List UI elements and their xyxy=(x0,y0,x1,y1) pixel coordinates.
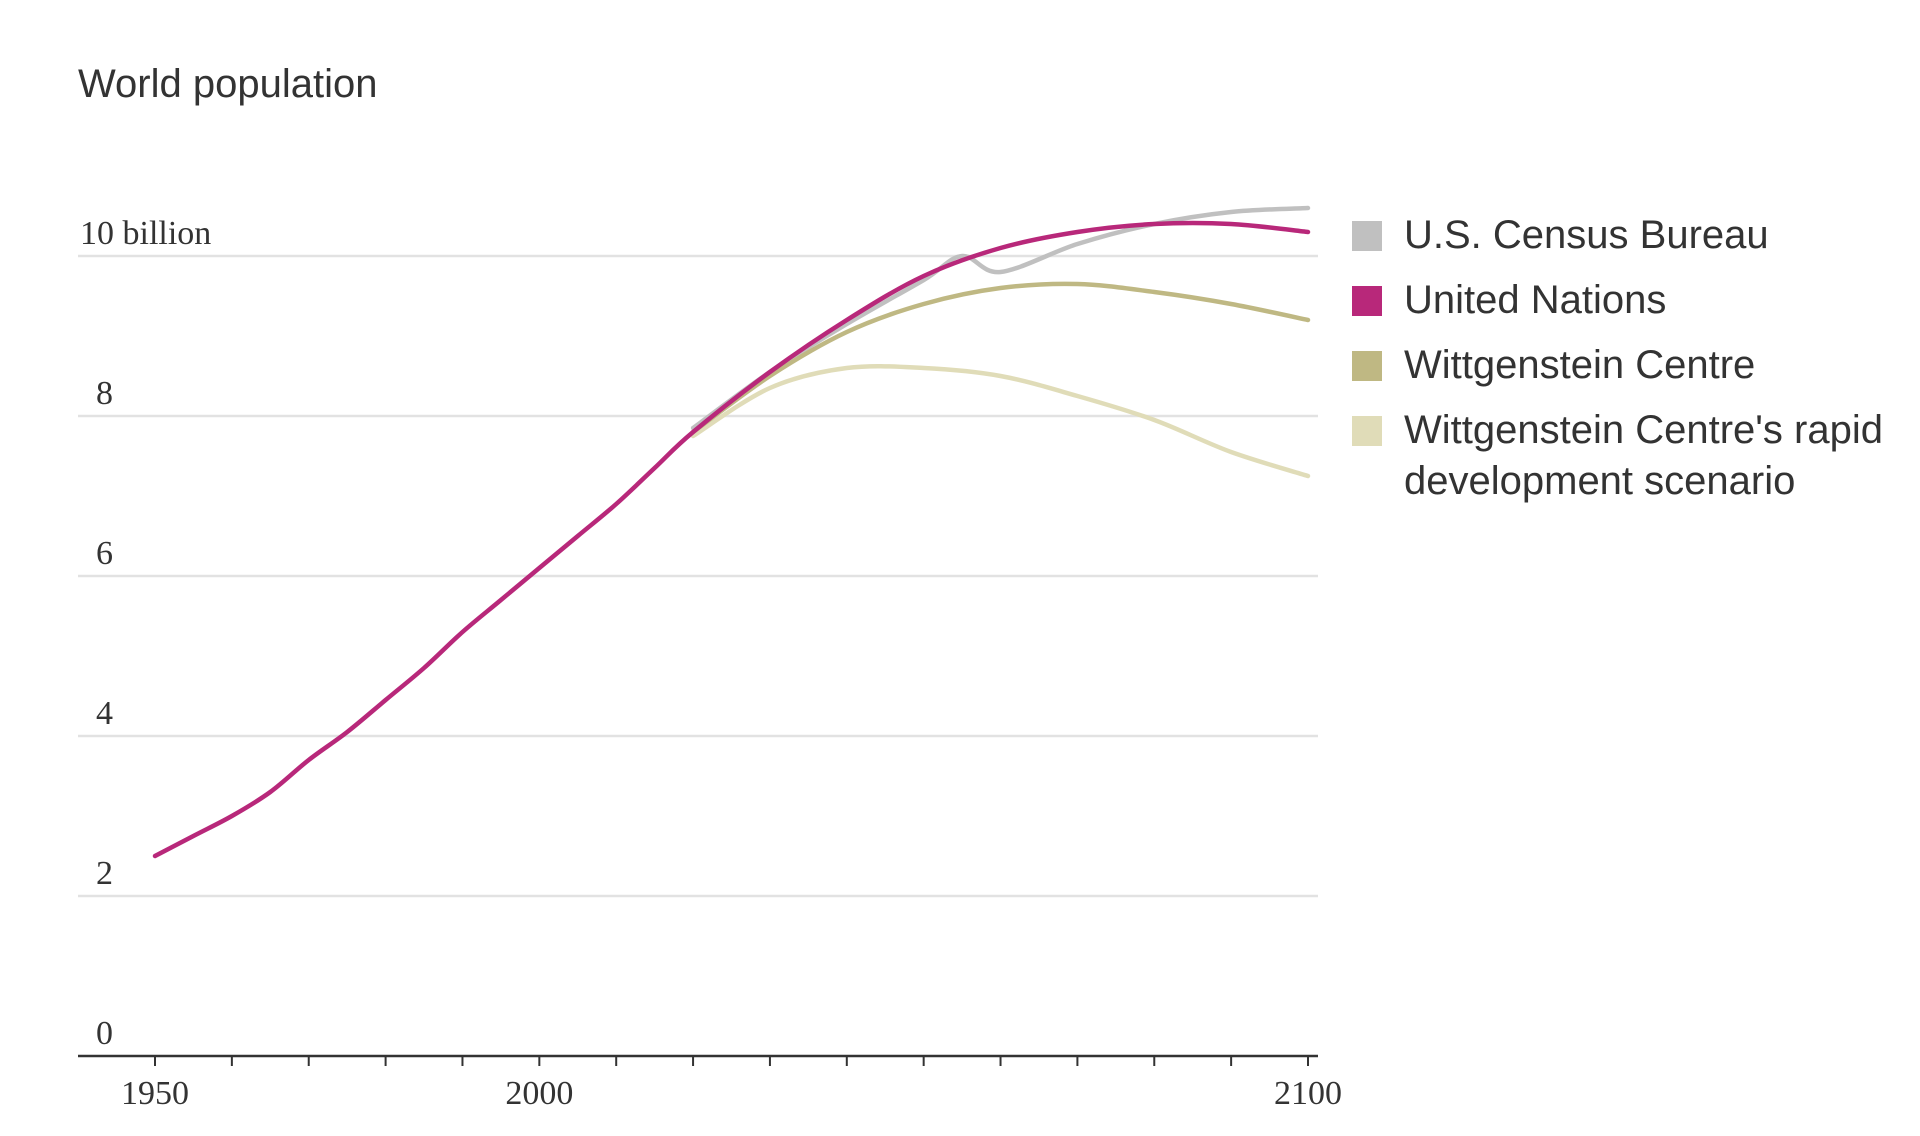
series-line-wittgenstein-centre-s-rapid-development-scenario xyxy=(690,363,1311,479)
legend-label: Wittgenstein Centre's rapid development … xyxy=(1404,408,1883,503)
legend-swatch xyxy=(1352,416,1382,446)
series-line-wittgenstein-centre xyxy=(690,281,1311,435)
series-line-u-s-census-bureau xyxy=(690,205,1311,431)
y-tick-label: 10 billion xyxy=(80,215,211,252)
legend-swatch xyxy=(1352,351,1382,381)
y-tick-label: 0 xyxy=(96,1015,113,1052)
y-tick-label: 4 xyxy=(96,695,113,732)
y-tick-label: 8 xyxy=(96,375,113,412)
legend-swatch xyxy=(1352,286,1382,316)
legend-item-wittgenstein-centre-s-rapid-development-scenario: Wittgenstein Centre's rapid development … xyxy=(1352,405,1912,507)
legend-label: U.S. Census Bureau xyxy=(1404,213,1769,257)
chart-title: World population xyxy=(78,62,378,106)
legend-label: United Nations xyxy=(1404,278,1667,322)
legend-item-u-s-census-bureau: U.S. Census Bureau xyxy=(1352,210,1912,261)
legend-swatch xyxy=(1352,221,1382,251)
x-tick-label: 2000 xyxy=(505,1075,573,1112)
legend-item-wittgenstein-centre: Wittgenstein Centre xyxy=(1352,340,1912,391)
x-tick-label: 2100 xyxy=(1274,1075,1342,1112)
legend-item-united-nations: United Nations xyxy=(1352,275,1912,326)
y-tick-label: 6 xyxy=(96,535,113,572)
series-line-united-nations xyxy=(152,220,1311,859)
y-tick-label: 2 xyxy=(96,855,113,892)
legend-label: Wittgenstein Centre xyxy=(1404,343,1756,387)
x-tick-label: 1950 xyxy=(121,1075,189,1112)
legend: U.S. Census Bureau United Nations Wittgens… xyxy=(1352,210,1912,521)
